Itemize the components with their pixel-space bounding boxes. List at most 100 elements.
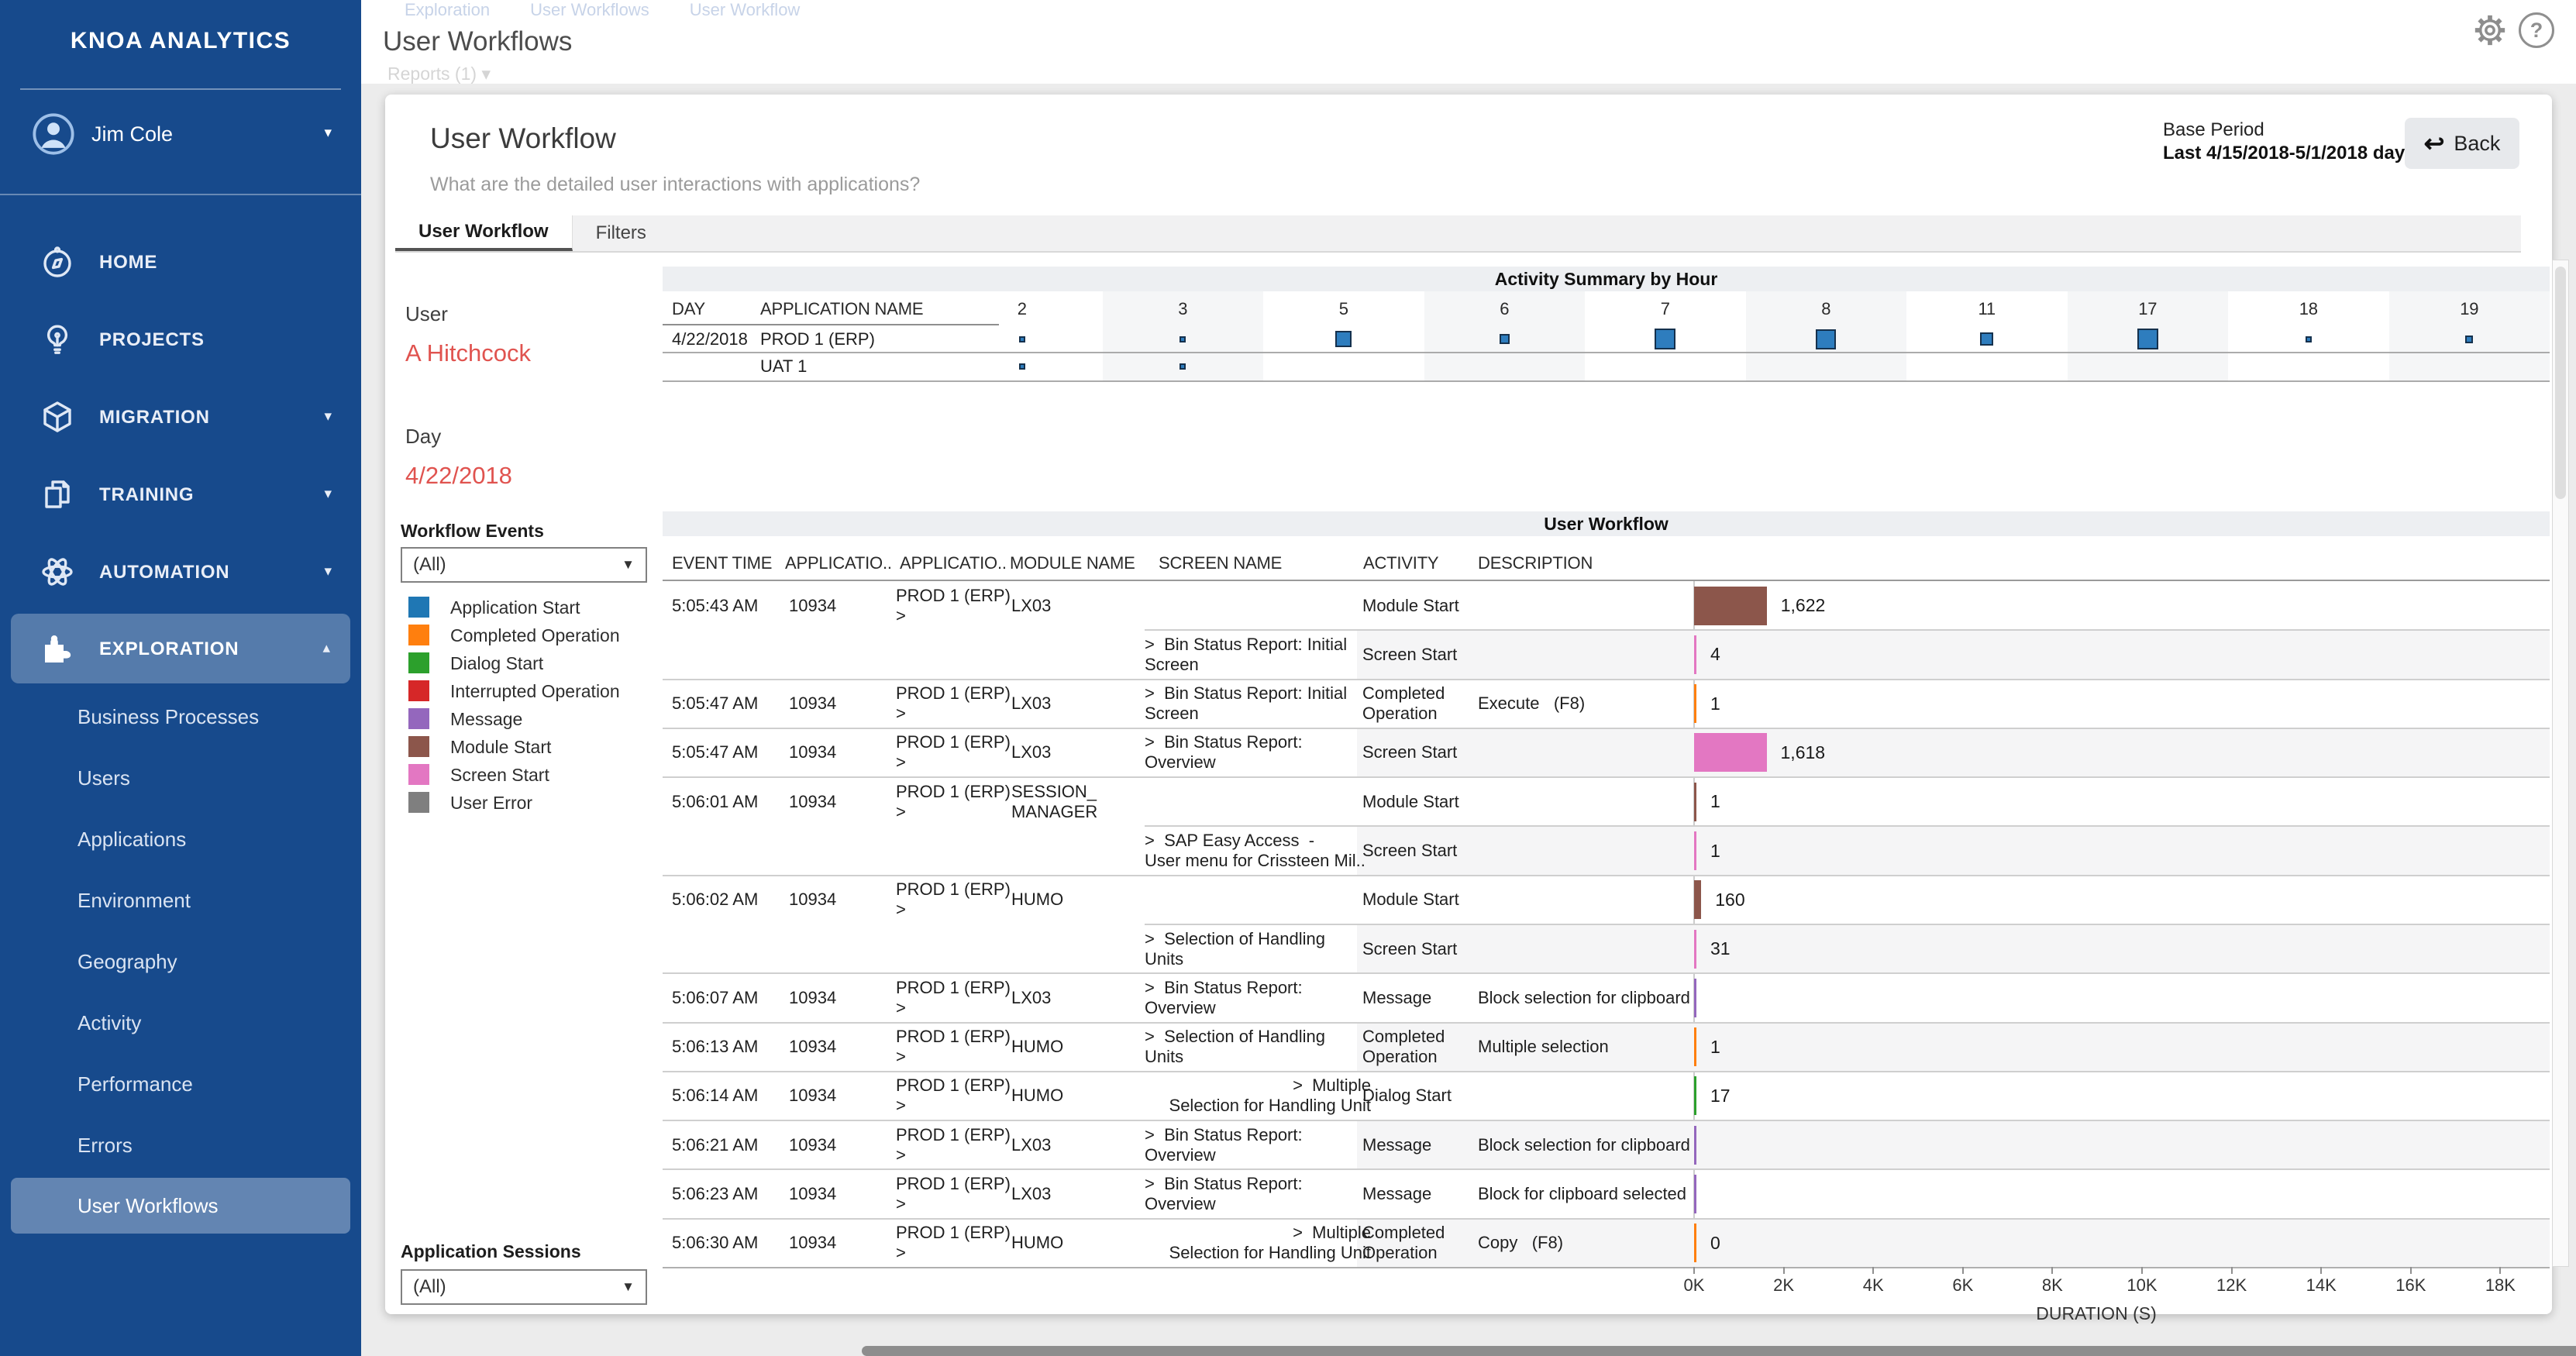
sidebar-item-applications[interactable]: Applications <box>0 809 361 870</box>
sidebar-item-exploration[interactable]: EXPLORATION▴ <box>11 614 350 683</box>
summary-app-name[interactable]: UAT 1 <box>760 353 807 380</box>
activity-marker[interactable] <box>2306 336 2312 342</box>
sidebar-item-performance[interactable]: Performance <box>0 1054 361 1115</box>
col-event-time[interactable]: EVENT TIME <box>672 553 772 573</box>
hour-header-7[interactable]: 7 <box>1585 299 1746 319</box>
table-row[interactable]: 5:06:07 AM10934PROD 1 (ERP) >LX03> Bin S… <box>663 973 2550 1022</box>
duration-bar[interactable] <box>1694 979 1696 1017</box>
legend-item-screen-start[interactable]: Screen Start <box>401 761 656 789</box>
sidebar-item-activity[interactable]: Activity <box>0 993 361 1054</box>
duration-bar[interactable] <box>1694 1126 1696 1165</box>
activity-marker[interactable] <box>1180 363 1186 370</box>
reports-dropdown[interactable]: Reports (1) ▾ <box>387 64 491 84</box>
duration-bar[interactable] <box>1694 635 1696 674</box>
legend-item-interrupted-operation[interactable]: Interrupted Operation <box>401 677 656 705</box>
sidebar-item-projects[interactable]: PROJECTS <box>0 301 361 378</box>
duration-bar[interactable] <box>1694 783 1696 821</box>
activity-marker[interactable] <box>1655 329 1675 349</box>
table-row[interactable]: 5:06:02 AM10934PROD 1 (ERP) >HUMOModule … <box>663 876 2550 924</box>
hour-header-11[interactable]: 11 <box>1906 299 2068 319</box>
duration-bar[interactable] <box>1694 684 1696 723</box>
duration-bar[interactable] <box>1694 930 1696 969</box>
hour-header-8[interactable]: 8 <box>1746 299 1907 319</box>
legend-item-application-start[interactable]: Application Start <box>401 594 656 621</box>
table-row[interactable]: > Bin Status Report: Initial ScreenScree… <box>663 630 2550 679</box>
col-application-name[interactable]: APPLICATION NAME <box>760 299 923 319</box>
sidebar-item-user-workflows[interactable]: User Workflows <box>11 1178 350 1234</box>
legend-item-user-error[interactable]: User Error <box>401 789 656 817</box>
table-row[interactable]: 5:06:13 AM10934PROD 1 (ERP) >HUMO> Selec… <box>663 1023 2550 1072</box>
legend-item-completed-operation[interactable]: Completed Operation <box>401 621 656 649</box>
breadcrumb-item[interactable]: Exploration <box>405 0 490 19</box>
duration-bar[interactable] <box>1694 1223 1696 1262</box>
back-button[interactable]: ↩ Back <box>2405 118 2519 169</box>
activity-marker[interactable] <box>1019 336 1025 342</box>
legend-item-message[interactable]: Message <box>401 705 656 733</box>
hour-header-18[interactable]: 18 <box>2228 299 2389 319</box>
workflow-events-select[interactable]: (All) ▼ <box>401 547 647 583</box>
hour-header-2[interactable]: 2 <box>942 299 1103 319</box>
table-row[interactable]: 5:06:14 AM10934PROD 1 (ERP) >HUMO> Multi… <box>663 1072 2550 1120</box>
table-row[interactable]: 5:05:43 AM10934PROD 1 (ERP) >LX03Module … <box>663 581 2550 630</box>
sidebar-item-business-processes[interactable]: Business Processes <box>0 687 361 748</box>
duration-bar[interactable] <box>1694 587 1767 625</box>
activity-marker[interactable] <box>1980 332 1993 346</box>
col-app-id[interactable]: APPLICATIO.. <box>785 553 892 573</box>
sidebar-item-training[interactable]: TRAINING▾ <box>0 456 361 533</box>
sidebar-item-geography[interactable]: Geography <box>0 931 361 993</box>
col-module-name[interactable]: MODULE NAME <box>1010 553 1135 573</box>
legend-item-dialog-start[interactable]: Dialog Start <box>401 649 656 677</box>
col-day[interactable]: DAY <box>672 299 705 319</box>
table-row[interactable]: 5:06:21 AM10934PROD 1 (ERP) >LX03> Bin S… <box>663 1120 2550 1169</box>
sidebar-item-errors[interactable]: Errors <box>0 1115 361 1176</box>
tab-filters[interactable]: Filters <box>573 215 670 251</box>
col-description[interactable]: DESCRIPTION <box>1478 553 1593 573</box>
table-row[interactable]: > SAP Easy Access - User menu for Crisst… <box>663 826 2550 875</box>
duration-bar[interactable] <box>1694 831 1696 870</box>
duration-bar[interactable] <box>1694 1175 1696 1213</box>
sidebar-item-users[interactable]: Users <box>0 748 361 809</box>
vertical-scrollbar[interactable] <box>2552 260 2569 1267</box>
hour-header-17[interactable]: 17 <box>2068 299 2229 319</box>
user-value[interactable]: A Hitchcock <box>405 339 531 367</box>
sidebar-item-environment[interactable]: Environment <box>0 870 361 931</box>
hour-header-3[interactable]: 3 <box>1103 299 1264 319</box>
table-row[interactable]: > Selection of Handling UnitsScreen Star… <box>663 924 2550 973</box>
vertical-scrollbar-thumb[interactable] <box>2555 267 2566 499</box>
tab-user-workflow[interactable]: User Workflow <box>395 215 573 251</box>
col-screen-name[interactable]: SCREEN NAME <box>1159 553 1282 573</box>
activity-marker[interactable] <box>1816 329 1836 349</box>
table-row[interactable]: 5:06:30 AM10934PROD 1 (ERP) >HUMO> Multi… <box>663 1219 2550 1268</box>
table-row[interactable]: 5:06:23 AM10934PROD 1 (ERP) >LX03> Bin S… <box>663 1169 2550 1218</box>
hour-header-6[interactable]: 6 <box>1424 299 1586 319</box>
legend-item-module-start[interactable]: Module Start <box>401 733 656 761</box>
application-sessions-select[interactable]: (All) ▼ <box>401 1269 647 1305</box>
activity-marker[interactable] <box>1500 334 1510 344</box>
sidebar-item-home[interactable]: HOME <box>0 223 361 301</box>
activity-marker[interactable] <box>1019 363 1025 370</box>
table-row[interactable]: 5:06:01 AM10934PROD 1 (ERP) >SESSION_ MA… <box>663 777 2550 826</box>
col-app-name[interactable]: APPLICATIO.. <box>900 553 1007 573</box>
help-icon[interactable]: ? <box>2519 12 2554 48</box>
breadcrumb-item[interactable]: User Workflow <box>690 0 801 19</box>
activity-marker[interactable] <box>2137 329 2158 349</box>
horizontal-scrollbar[interactable] <box>862 1346 2576 1356</box>
duration-bar[interactable] <box>1694 1076 1696 1115</box>
activity-marker[interactable] <box>2465 336 2473 343</box>
hour-header-5[interactable]: 5 <box>1263 299 1424 319</box>
breadcrumb-item[interactable]: User Workflows <box>530 0 649 19</box>
activity-marker[interactable] <box>1180 336 1186 342</box>
col-activity[interactable]: ACTIVITY <box>1363 553 1438 573</box>
sidebar-item-migration[interactable]: MIGRATION▾ <box>0 378 361 456</box>
table-row[interactable]: 5:05:47 AM10934PROD 1 (ERP) >LX03> Bin S… <box>663 680 2550 728</box>
day-value[interactable]: 4/22/2018 <box>405 462 512 490</box>
duration-bar[interactable] <box>1694 880 1701 919</box>
activity-marker[interactable] <box>1335 331 1352 347</box>
sidebar-item-automation[interactable]: AUTOMATION▾ <box>0 533 361 611</box>
table-row[interactable]: 5:05:47 AM10934PROD 1 (ERP) >LX03> Bin S… <box>663 728 2550 777</box>
summary-app-name[interactable]: PROD 1 (ERP) <box>760 325 875 353</box>
hour-header-19[interactable]: 19 <box>2389 299 2550 319</box>
gear-icon[interactable] <box>2472 12 2508 48</box>
user-menu[interactable]: Jim Cole ▾ <box>0 104 361 169</box>
duration-bar[interactable] <box>1694 733 1767 772</box>
